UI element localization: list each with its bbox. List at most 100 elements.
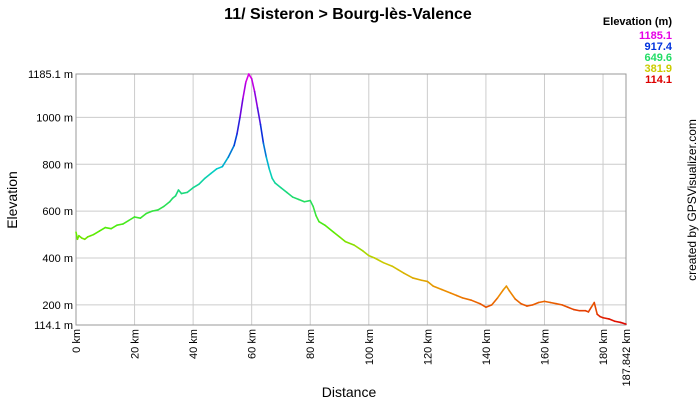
profile-segment [449,292,458,297]
profile-segment [315,215,320,223]
x-tick-label: 60 km [247,329,259,359]
profile-segment [537,300,546,304]
profile-segment [608,318,616,323]
profile-segment [236,116,241,135]
profile-segment [256,107,262,126]
profile-segment [145,210,153,215]
profile-segment [215,165,224,170]
profile-segment [382,261,394,267]
profile-segment [324,224,335,234]
profile-segment [549,301,557,305]
profile-segment [265,156,271,170]
profile-segment [526,304,534,307]
profile-segment [479,302,487,309]
plot-area-border [75,73,627,326]
profile-segment [572,308,581,312]
legend-entry: 917.4 [644,41,672,53]
x-tick-label: 160 km [539,329,551,365]
profile-segment [186,186,194,194]
profile-segment [561,304,569,309]
profile-segment [496,288,505,299]
profile-segment [291,196,300,201]
profile-segment [192,183,200,189]
profile-segment [309,199,314,208]
profile-segment [271,177,276,184]
profile-segment [593,301,598,316]
legend-entry: 381.9 [644,63,672,75]
profile-segment [239,97,244,119]
profile-segment [367,254,376,259]
x-tick-label: 180 km [598,329,610,365]
profile-segment [247,73,253,80]
y-tick-label: 800 m [42,159,73,171]
x-axis-ticks: 0 km 20 km 40 km 60 km 80 km 100 km 120 km 140 … [71,329,633,386]
legend-title: Elevation (m) [603,16,672,28]
profile-segment [180,191,189,195]
profile-segment [411,277,423,282]
x-tick-label: 20 km [130,329,142,359]
profile-segment [543,300,552,304]
profile-segment [253,90,259,109]
profile-segment [508,290,516,300]
profile-segment [373,257,385,264]
profile-segment [318,220,326,226]
credit-annotation: created by GPSVisualizer.com [685,119,699,281]
profile-segment [274,182,282,189]
grid [75,73,627,326]
x-axis-label: Distance [322,384,377,400]
profile-segment [133,216,142,219]
profile-segment [92,230,101,236]
profile-segment [520,302,528,307]
profile-segment [127,216,136,222]
y-axis-label: Elevation [4,171,20,229]
elevation-profile [75,73,627,325]
profile-segment [209,168,218,175]
profile-segment [151,209,159,212]
profile-segment [514,298,522,305]
profile-segment [280,186,288,194]
x-tick-label: 140 km [481,329,493,365]
profile-segment [312,205,317,217]
profile-segment [98,226,107,232]
profile-segment [362,250,370,257]
profile-segment [116,223,124,226]
profile-segment [297,198,306,203]
profile-segment [338,236,347,243]
profile-segment [555,302,563,306]
chart-title: 11/ Sisteron > Bourg-lès-Valence [224,6,472,23]
profile-segment [602,316,610,320]
legend-entry: 1185.1 [639,30,672,42]
profile-segment [259,123,265,144]
profile-segment [268,168,273,180]
profile-segment [432,285,443,291]
y-tick-label: 114.1 m [34,320,73,332]
profile-segment [332,231,341,238]
profile-segment [470,299,481,305]
profile-segment [420,279,429,283]
profile-segment [204,172,212,180]
profile-segment [505,285,511,292]
profile-segment [397,268,405,275]
profile-segment [157,205,165,211]
y-tick-label: 600 m [42,206,73,218]
profile-segment [139,212,148,219]
legend-entry: 649.6 [644,52,672,64]
profile-segment [303,199,312,203]
profile-segment [353,244,364,252]
profile-segment [391,265,399,271]
profile-segment [245,73,250,84]
profile-segment [531,301,540,306]
x-tick-label: 100 km [364,329,376,365]
y-tick-label: 200 m [42,300,73,312]
profile-segment [163,200,171,208]
profile-segment [198,177,206,185]
y-tick-label: 1000 m [36,112,73,124]
profile-segment [221,156,230,168]
profile-segment [233,132,238,147]
profile-segment [286,191,294,198]
y-axis-ticks: 114.1 m 200 m 400 m 600 m 800 m 1000 m 1185.1 … [28,69,73,332]
profile-segment [122,219,130,225]
profile-segment [262,142,268,159]
x-tick-label: 80 km [305,329,317,359]
